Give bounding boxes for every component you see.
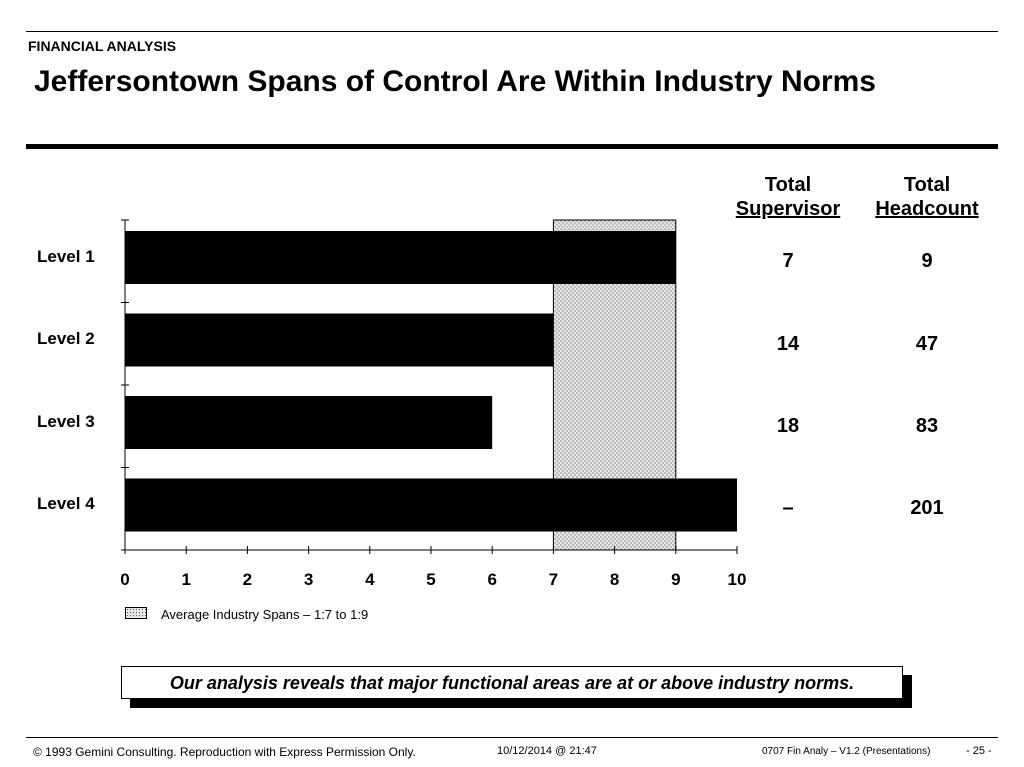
column-header-headcount: Total Headcount	[867, 173, 987, 221]
x-tick-label: 6	[487, 570, 496, 589]
headcount-level-4: 201	[910, 497, 944, 519]
headcount-level-1: 9	[921, 250, 933, 272]
x-tick-label: 2	[243, 570, 252, 589]
title-rule	[26, 144, 998, 149]
supervisor-level-4: –	[782, 497, 794, 519]
footer-rule	[26, 737, 998, 738]
bar-level-2	[125, 313, 554, 367]
headcount-level-3: 83	[915, 415, 939, 437]
legend-swatch	[125, 607, 147, 619]
supervisor-level-1: 7	[782, 250, 794, 272]
x-tick-label: 10	[728, 570, 747, 589]
page-title: Jeffersontown Spans of Control Are Withi…	[34, 65, 876, 98]
x-tick-label: 1	[181, 570, 190, 589]
x-tick-label: 7	[549, 570, 558, 589]
footer-datetime: 10/12/2014 @ 21:47	[497, 745, 597, 757]
bar-level-1	[125, 231, 676, 284]
headcount-level-2: 47	[915, 333, 939, 355]
section-label: FINANCIAL ANALYSIS	[28, 38, 177, 54]
footer-copyright: © 1993 Gemini Consulting. Reproduction w…	[33, 745, 416, 759]
category-label: Level 3	[37, 411, 95, 431]
column-header-supervisor: Total Supervisor	[728, 173, 848, 221]
x-tick-label: 8	[610, 570, 619, 589]
bar-level-3	[125, 396, 493, 449]
x-tick-label: 5	[426, 570, 435, 589]
supervisor-level-2: 14	[776, 333, 800, 355]
column-header-line1: Total	[764, 174, 812, 196]
category-label: Level 4	[37, 494, 95, 513]
category-label: Level 2	[37, 329, 95, 348]
column-header-line2: Supervisor	[735, 198, 841, 220]
bar-level-4	[125, 478, 737, 532]
x-tick-label: 4	[365, 570, 375, 589]
x-tick-label: 9	[671, 570, 680, 589]
footer-page-number: - 25 -	[966, 745, 992, 757]
top-rule	[26, 31, 998, 32]
footer-document-id: 0707 Fin Analy – V1.2 (Presentations)	[762, 746, 931, 757]
callout-box: Our analysis reveals that major function…	[121, 666, 903, 699]
category-label: Level 1	[37, 246, 95, 266]
supervisor-level-3: 18	[776, 415, 800, 437]
x-tick-label: 0	[120, 570, 129, 589]
column-header-line2: Headcount	[875, 198, 979, 220]
column-header-line1: Total	[903, 174, 951, 196]
x-tick-label: 3	[304, 570, 313, 589]
legend-label: Average Industry Spans – 1:7 to 1:9	[161, 607, 369, 622]
